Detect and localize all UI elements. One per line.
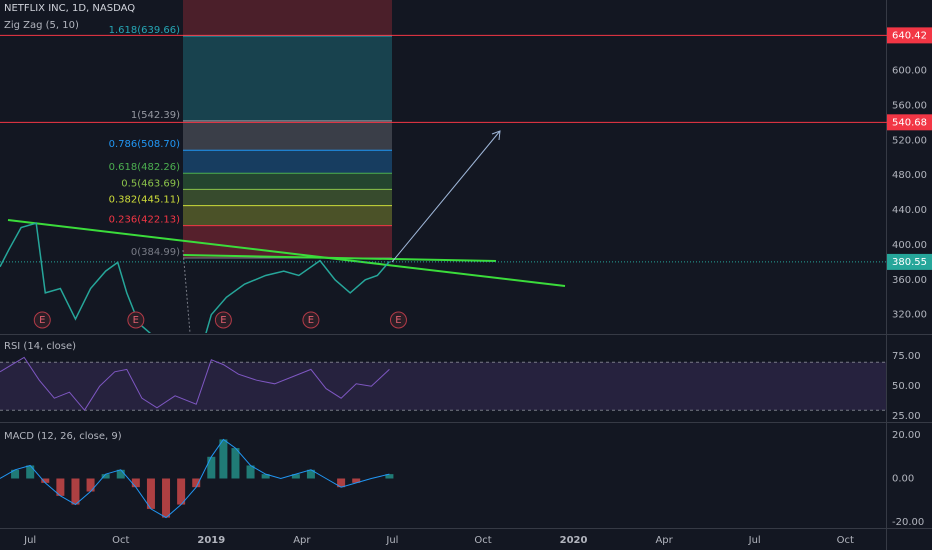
- macd-histogram: [71, 478, 80, 505]
- macd-histogram: [177, 478, 186, 505]
- earnings-label: E: [308, 315, 314, 326]
- macd-histogram: [352, 478, 361, 483]
- fib-zone: [183, 173, 392, 190]
- y-tick-label: 75.00: [892, 351, 921, 362]
- fib-zone: [183, 150, 392, 174]
- y-tick-label: 560.00: [892, 100, 927, 111]
- macd-histogram: [291, 474, 300, 479]
- fib-label: 0(384.99): [131, 247, 180, 258]
- indicator-label[interactable]: Zig Zag (5, 10): [4, 20, 79, 31]
- earnings-label: E: [220, 315, 226, 326]
- x-tick-label: Jul: [748, 535, 761, 546]
- fib-label: 0.786(508.70): [109, 139, 181, 150]
- x-tick-label: Oct: [474, 535, 491, 546]
- price-tag-label: 540.68: [892, 117, 927, 128]
- symbol-title[interactable]: NETFLIX INC, 1D, NASDAQ: [4, 3, 135, 14]
- x-tick-label: Oct: [837, 535, 854, 546]
- macd-histogram: [246, 465, 255, 479]
- earnings-marker: [302, 311, 320, 329]
- fib-label: 0.382(445.11): [109, 195, 181, 206]
- y-tick-label: 360.00: [892, 275, 927, 286]
- y-tick-label: 0.00: [892, 473, 914, 484]
- macd-histogram: [385, 474, 394, 479]
- fib-top-zone: [183, 0, 392, 37]
- arrow: [391, 130, 501, 263]
- macd-histogram: [116, 469, 125, 479]
- macd-histogram: [207, 456, 216, 479]
- macd-line: [0, 438, 390, 519]
- macd-histogram: [306, 469, 315, 479]
- rsi-title[interactable]: RSI (14, close): [4, 341, 76, 352]
- macd-histogram: [86, 478, 95, 492]
- macd-histogram: [192, 478, 201, 488]
- y-tick-label: 400.00: [892, 240, 927, 251]
- x-tick-label: Apr: [655, 535, 673, 546]
- macd-histogram: [101, 474, 110, 479]
- rsi-line: [0, 356, 390, 412]
- macd-histogram: [11, 469, 20, 479]
- y-tick-label: 50.00: [892, 381, 921, 392]
- price-tag: [887, 114, 932, 131]
- y-tick-label: 20.00: [892, 430, 921, 441]
- arrow-head: [491, 130, 501, 141]
- y-tick-label: 520.00: [892, 135, 927, 146]
- y-tick-label: 440.00: [892, 205, 927, 216]
- y-tick-label: 320.00: [892, 310, 927, 321]
- fib-zone: [183, 120, 392, 151]
- y-tick-label: 600.00: [892, 66, 927, 77]
- macd-histogram: [146, 478, 155, 509]
- x-tick-label: 2020: [560, 535, 588, 546]
- price-tag-label: 640.42: [892, 30, 927, 41]
- zigzag: [182, 249, 191, 333]
- y-tick-label: 480.00: [892, 170, 927, 181]
- earnings-marker: [214, 311, 232, 329]
- last-price-tag: [887, 253, 932, 270]
- macd-histogram: [26, 465, 35, 479]
- price-tag: [887, 27, 932, 44]
- x-tick-label: Jul: [23, 535, 36, 546]
- x-tick-label: Apr: [293, 535, 311, 546]
- macd-histogram: [56, 478, 65, 496]
- x-tick-label: Oct: [112, 535, 129, 546]
- earnings-label: E: [395, 315, 401, 326]
- y-tick-label: -20.00: [892, 517, 924, 528]
- earnings-marker: [33, 311, 51, 329]
- macd-histogram: [131, 478, 140, 488]
- rsi-band: [0, 362, 886, 411]
- x-tick-label: 2019: [197, 535, 225, 546]
- fib-label: 1.618(639.66): [109, 25, 181, 36]
- trendline: [7, 219, 566, 287]
- macd-histogram: [41, 478, 50, 483]
- fib-label: 0.618(482.26): [109, 162, 181, 173]
- macd-histogram: [337, 478, 346, 488]
- fib-zone: [183, 189, 392, 206]
- last-price-label: 380.55: [892, 257, 927, 268]
- macd-histogram: [219, 439, 228, 479]
- earnings-marker: [127, 311, 145, 329]
- macd-histogram: [231, 448, 240, 479]
- macd-histogram: [261, 474, 270, 479]
- y-tick-label: 25.00: [892, 411, 921, 422]
- fib-label: 0.236(422.13): [109, 215, 181, 226]
- fib-zone: [183, 36, 392, 121]
- x-tick-label: Jul: [385, 535, 398, 546]
- macd-histogram: [162, 478, 171, 518]
- earnings-label: E: [39, 315, 45, 326]
- price-line: [0, 222, 390, 333]
- fib-label: 0.5(463.69): [121, 178, 180, 189]
- macd-title[interactable]: MACD (12, 26, close, 9): [4, 431, 122, 442]
- fib-label: 1(542.39): [131, 110, 180, 121]
- fib-zone: [183, 205, 392, 226]
- trendline: [182, 254, 497, 262]
- earnings-label: E: [133, 315, 139, 326]
- earnings-marker: [389, 311, 407, 329]
